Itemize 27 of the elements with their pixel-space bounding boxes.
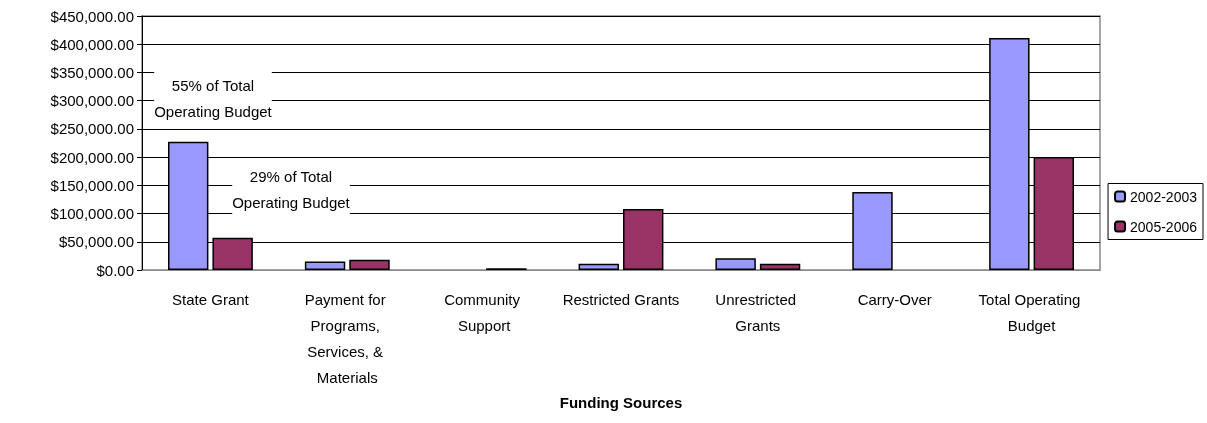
x-tick-label: Payment for Programs, Services, & Materials	[304, 290, 390, 386]
y-tick-label: $250,000.00	[50, 120, 134, 138]
y-tick-label: $450,000.00	[50, 7, 134, 25]
x-tick-label: Community Support	[444, 290, 525, 334]
x-tick-label: Total Operating Budget	[978, 290, 1085, 334]
annotation: 29% of Total Operating Budget	[232, 167, 351, 211]
y-tick-label: $150,000.00	[50, 176, 134, 194]
y-tick-label: $350,000.00	[50, 63, 134, 81]
x-tick-label: Unrestricted Grants	[715, 290, 801, 334]
y-tick-label: $0.00	[96, 261, 134, 279]
bar	[578, 263, 619, 270]
bar	[349, 259, 390, 270]
y-tick-label: $200,000.00	[50, 148, 134, 166]
legend-label: 2002-2003	[1130, 188, 1198, 205]
x-tick-label: Restricted Grants	[562, 290, 680, 308]
y-tick-label: $100,000.00	[50, 205, 134, 223]
annotation: 55% of Total Operating Budget	[154, 76, 273, 120]
y-tick-label: $300,000.00	[50, 92, 134, 110]
bar	[759, 263, 801, 270]
x-tick-label: Carry-Over	[857, 290, 932, 308]
x-tick-label: State Grant	[172, 290, 250, 308]
bar	[304, 261, 346, 270]
y-tick-label: $50,000.00	[58, 233, 134, 251]
x-axis-title: Funding Sources	[559, 393, 683, 411]
y-tick-label: $400,000.00	[50, 35, 134, 53]
legend-label: 2005-2006	[1130, 218, 1198, 235]
bar	[715, 258, 756, 270]
